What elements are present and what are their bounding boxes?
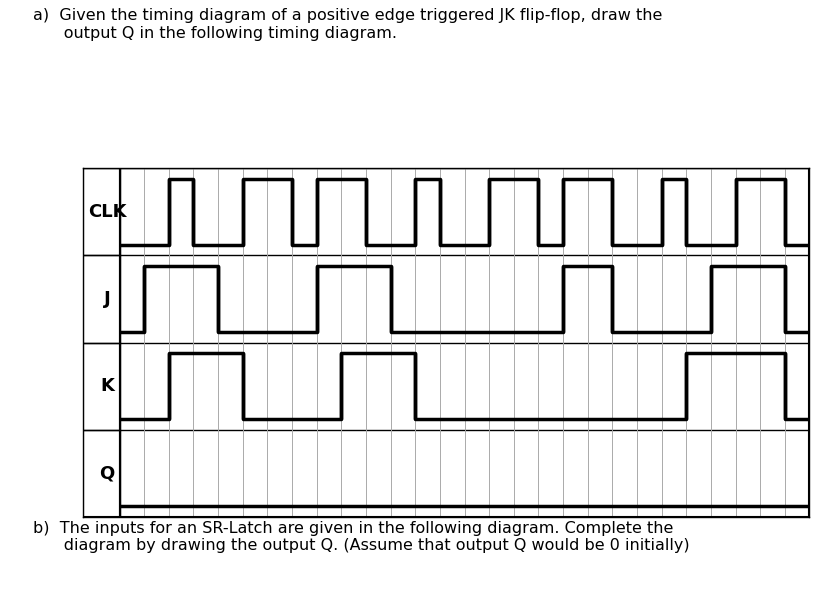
Text: b)  The inputs for an SR-Latch are given in the following diagram. Complete the
: b) The inputs for an SR-Latch are given … bbox=[33, 521, 690, 554]
Text: K: K bbox=[100, 377, 114, 395]
Text: CLK: CLK bbox=[88, 203, 126, 221]
Text: Q: Q bbox=[100, 465, 115, 482]
Text: J: J bbox=[104, 290, 111, 308]
Text: a)  Given the timing diagram of a positive edge triggered JK flip-flop, draw the: a) Given the timing diagram of a positiv… bbox=[33, 8, 662, 41]
